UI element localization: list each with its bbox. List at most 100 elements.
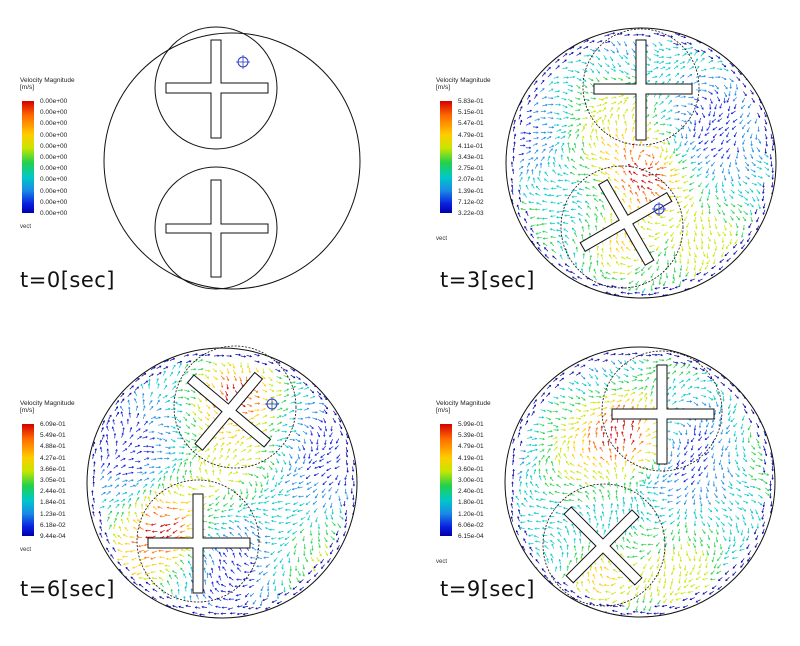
velocity-vector-head: [706, 256, 709, 259]
velocity-vector-head: [612, 44, 615, 47]
velocity-vector-head: [274, 588, 277, 592]
velocity-vector: [694, 252, 697, 258]
velocity-vector-head: [702, 115, 706, 119]
velocity-vector-head: [576, 134, 579, 137]
velocity-vector: [595, 381, 599, 386]
velocity-vector-head: [117, 503, 120, 506]
velocity-vector-head: [557, 173, 560, 176]
velocity-vector: [611, 388, 617, 391]
velocity-vector: [281, 414, 287, 418]
velocity-vector: [300, 516, 306, 520]
velocity-vector: [550, 201, 556, 204]
velocity-vector: [172, 468, 175, 474]
velocity-vector: [601, 274, 606, 279]
velocity-vector-head: [129, 442, 132, 445]
velocity-vector-head: [766, 168, 770, 171]
velocity-vector: [293, 549, 296, 555]
velocity-vector: [660, 66, 666, 70]
velocity-vector-head: [577, 205, 581, 208]
velocity-vector-head: [670, 109, 673, 112]
velocity-vector-head: [226, 455, 229, 458]
velocity-vector: [107, 476, 112, 481]
velocity-vector: [142, 436, 148, 439]
velocity-vector-head: [690, 175, 693, 179]
velocity-vector: [617, 359, 622, 364]
velocity-vector: [679, 258, 681, 264]
velocity-vector-head: [663, 34, 666, 37]
velocity-vector-head: [102, 462, 105, 466]
velocity-vector: [534, 87, 538, 93]
velocity-vector: [516, 204, 520, 210]
velocity-vector: [121, 432, 124, 438]
velocity-vector-head: [231, 436, 234, 439]
velocity-vector-head: [721, 156, 724, 159]
velocity-vector-head: [110, 484, 113, 487]
velocity-vector: [271, 494, 276, 498]
velocity-vector-head: [744, 157, 747, 160]
velocity-vector-head: [145, 503, 148, 507]
velocity-vector-head: [678, 95, 681, 98]
velocity-vector-head: [256, 534, 259, 538]
velocity-vector-head: [713, 242, 717, 245]
velocity-vector: [686, 41, 692, 45]
velocity-vector-head: [229, 471, 233, 474]
velocity-vector: [584, 181, 590, 183]
velocity-vector: [603, 352, 609, 355]
velocity-vector-head: [758, 141, 762, 144]
velocity-vector-head: [607, 119, 610, 122]
velocity-vector-head: [524, 218, 527, 221]
velocity-vector-head: [526, 168, 529, 172]
velocity-vector: [289, 453, 293, 459]
velocity-vector-head: [92, 481, 95, 484]
velocity-vector-head: [346, 436, 349, 439]
velocity-vector: [632, 113, 634, 119]
velocity-vector: [268, 376, 273, 381]
velocity-vector: [618, 380, 624, 383]
velocity-vector: [683, 189, 689, 192]
velocity-vector-head: [584, 180, 587, 183]
velocity-vector-head: [754, 211, 757, 215]
velocity-vector: [206, 382, 210, 387]
velocity-vector-head: [302, 539, 305, 542]
velocity-vector: [526, 110, 532, 113]
velocity-vector-head: [221, 431, 224, 434]
velocity-vector: [209, 485, 215, 487]
velocity-vector-head: [749, 136, 753, 139]
velocity-vector: [235, 440, 239, 446]
velocity-vector-head: [294, 546, 297, 549]
velocity-vector-head: [187, 509, 190, 513]
velocity-vector-head: [614, 96, 617, 99]
velocity-vector-head: [207, 418, 210, 421]
velocity-vector: [252, 599, 257, 605]
velocity-vector-head: [319, 554, 322, 557]
velocity-vector-head: [729, 224, 733, 228]
velocity-vector-head: [289, 574, 292, 577]
velocity-vector: [669, 217, 674, 222]
velocity-vector: [751, 97, 755, 103]
velocity-vector-head: [548, 66, 551, 70]
velocity-vector-head: [673, 385, 676, 388]
velocity-vector-head: [263, 460, 267, 463]
velocity-vector: [134, 386, 139, 391]
velocity-vector: [679, 251, 682, 257]
velocity-vector-head: [285, 437, 288, 440]
velocity-vector-head: [707, 220, 711, 223]
velocity-vector-head: [328, 447, 331, 450]
velocity-vector-head: [716, 91, 719, 94]
velocity-vector: [122, 427, 125, 433]
velocity-vector-head: [517, 212, 520, 215]
velocity-vector: [278, 592, 283, 596]
velocity-vector-head: [549, 136, 552, 139]
legend-tick-label: 6.09e-01: [40, 421, 66, 428]
velocity-vector: [246, 445, 252, 448]
velocity-vector-head: [654, 178, 658, 182]
velocity-vector: [616, 107, 620, 113]
velocity-vector: [312, 566, 316, 571]
velocity-vector-head: [92, 453, 95, 456]
velocity-vector: [232, 369, 236, 375]
velocity-vector: [310, 395, 315, 399]
velocity-vector-head: [550, 111, 553, 114]
velocity-vector-head: [137, 497, 140, 500]
velocity-vector-head: [604, 157, 607, 161]
velocity-vector-head: [670, 239, 674, 243]
